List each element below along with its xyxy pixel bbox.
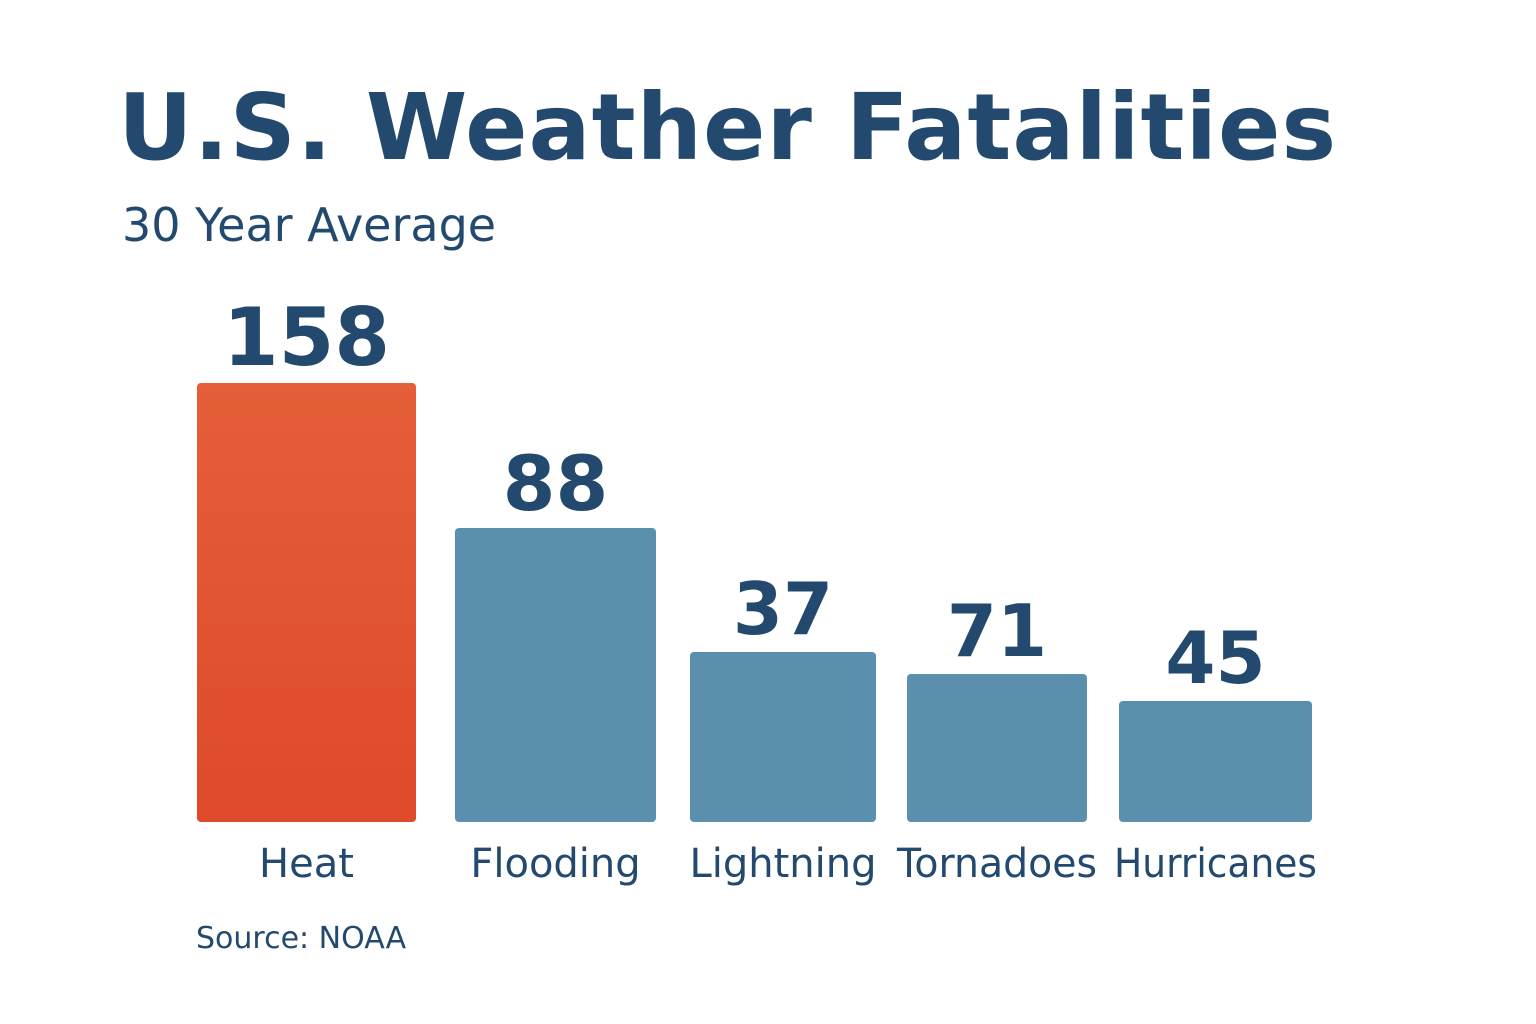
value-label-tornadoes: 71	[947, 589, 1047, 673]
chart-subtitle: 30 Year Average	[122, 198, 497, 252]
category-label-hurricanes: Hurricanes	[1114, 841, 1317, 887]
value-label-hurricanes: 45	[1165, 616, 1265, 700]
category-label-tornadoes: Tornadoes	[896, 841, 1097, 887]
bar-tornadoes	[907, 674, 1087, 822]
bar-flooding	[455, 528, 656, 822]
source-note: Source: NOAA	[196, 921, 407, 956]
bar-hurricanes	[1119, 701, 1312, 822]
category-label-flooding: Flooding	[470, 841, 640, 887]
value-label-heat: 158	[223, 291, 390, 384]
bar-lightning	[690, 652, 876, 822]
category-label-heat: Heat	[259, 841, 354, 887]
value-labels: 158 88 37 71 45	[223, 291, 1266, 700]
bars	[197, 383, 1312, 822]
category-labels: Heat Flooding Lightning Tornadoes Hurricanes	[259, 841, 1317, 887]
value-label-flooding: 88	[503, 439, 609, 528]
category-label-lightning: Lightning	[689, 841, 876, 887]
value-label-lightning: 37	[733, 567, 833, 651]
chart-title: U.S. Weather Fatalities	[118, 74, 1338, 181]
bar-heat	[197, 383, 416, 822]
